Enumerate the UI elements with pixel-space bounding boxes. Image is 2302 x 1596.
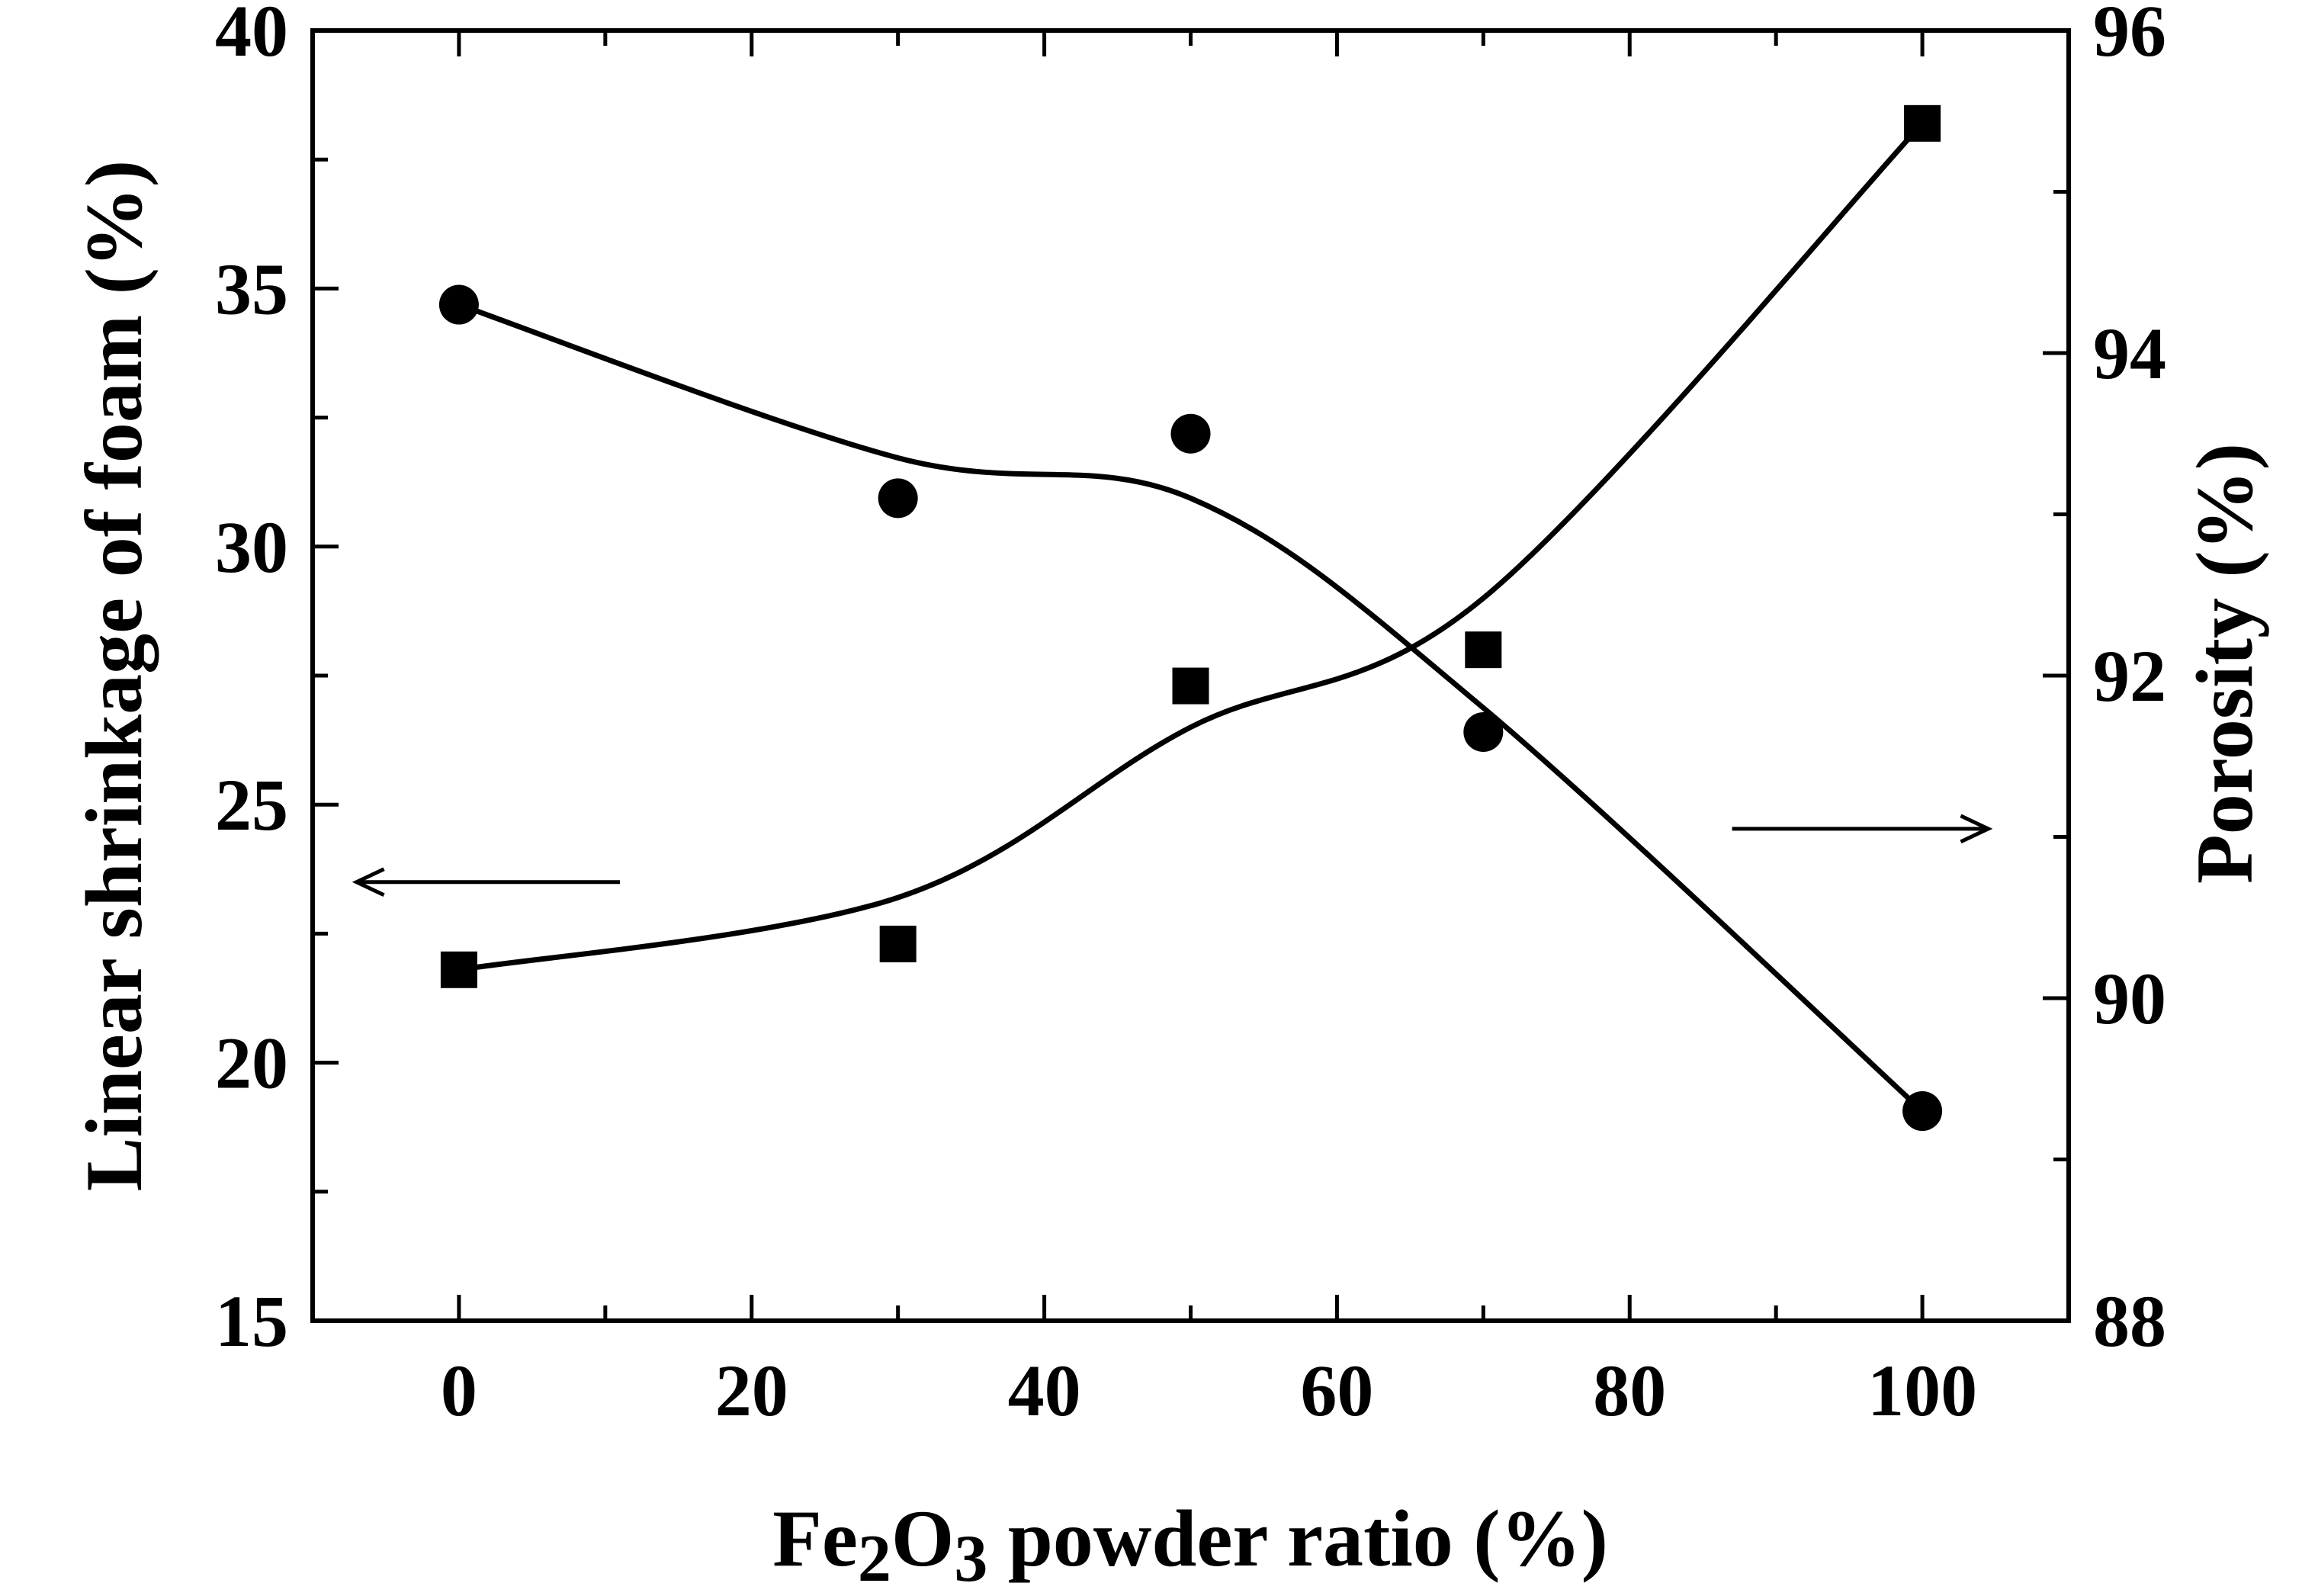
right-axis-arrow-head <box>1960 814 1993 844</box>
porosity-point <box>1463 712 1504 753</box>
y-right-tick-label: 88 <box>2093 1280 2166 1362</box>
data-markers <box>438 104 1943 1132</box>
y-left-tick-label: 35 <box>215 248 288 329</box>
y-left-tick-label: 30 <box>215 506 288 588</box>
y-right-tick-label: 94 <box>2093 313 2166 394</box>
y-left-axis-title: Linear shrinkage of foam (%) <box>69 160 159 1191</box>
porosity-point <box>1170 413 1211 454</box>
shrinkage-point <box>440 951 477 988</box>
x-tick-label: 80 <box>1593 1350 1666 1431</box>
y-right-tick-label: 92 <box>2093 635 2166 717</box>
shrinkage-point <box>1904 104 1941 142</box>
x-tick-label: 60 <box>1300 1350 1373 1431</box>
y-right-tick-label: 90 <box>2093 958 2166 1039</box>
shrinkage-point <box>879 925 917 962</box>
y-left-tick-labels: 15 20 25 30 35 40 <box>215 0 288 1362</box>
x-axis-title: Fe2O3 powder ratio (%) <box>772 1494 1608 1596</box>
y-left-tick-label: 40 <box>215 0 288 72</box>
porosity-point <box>878 478 918 519</box>
axis-ticks <box>313 28 2069 1323</box>
porosity-point <box>1902 1091 1943 1132</box>
x-tick-label: 40 <box>1008 1350 1081 1431</box>
porosity-point <box>438 284 479 325</box>
y-right-axis-title: Porosity (%) <box>2180 443 2269 884</box>
porosity-curve <box>458 302 1925 1113</box>
shrinkage-curve <box>458 121 1925 973</box>
left-axis-arrow-head <box>352 867 385 897</box>
shrinkage-point <box>1465 631 1502 669</box>
axis-arrows <box>352 814 1993 897</box>
x-tick-label: 20 <box>715 1350 788 1431</box>
y-left-tick-label: 20 <box>215 1023 288 1104</box>
y-right-tick-labels: 88 90 92 94 96 <box>2093 0 2166 1362</box>
fit-curves <box>458 121 1925 1113</box>
x-tick-labels: 0 20 40 60 80 100 <box>441 1350 1977 1431</box>
y-left-tick-label: 25 <box>215 764 288 846</box>
x-tick-label: 0 <box>441 1350 477 1431</box>
shrinkage-point <box>1172 667 1209 705</box>
y-right-tick-label: 96 <box>2093 0 2166 72</box>
x-tick-label: 100 <box>1867 1350 1977 1431</box>
y-left-tick-label: 15 <box>215 1280 288 1362</box>
